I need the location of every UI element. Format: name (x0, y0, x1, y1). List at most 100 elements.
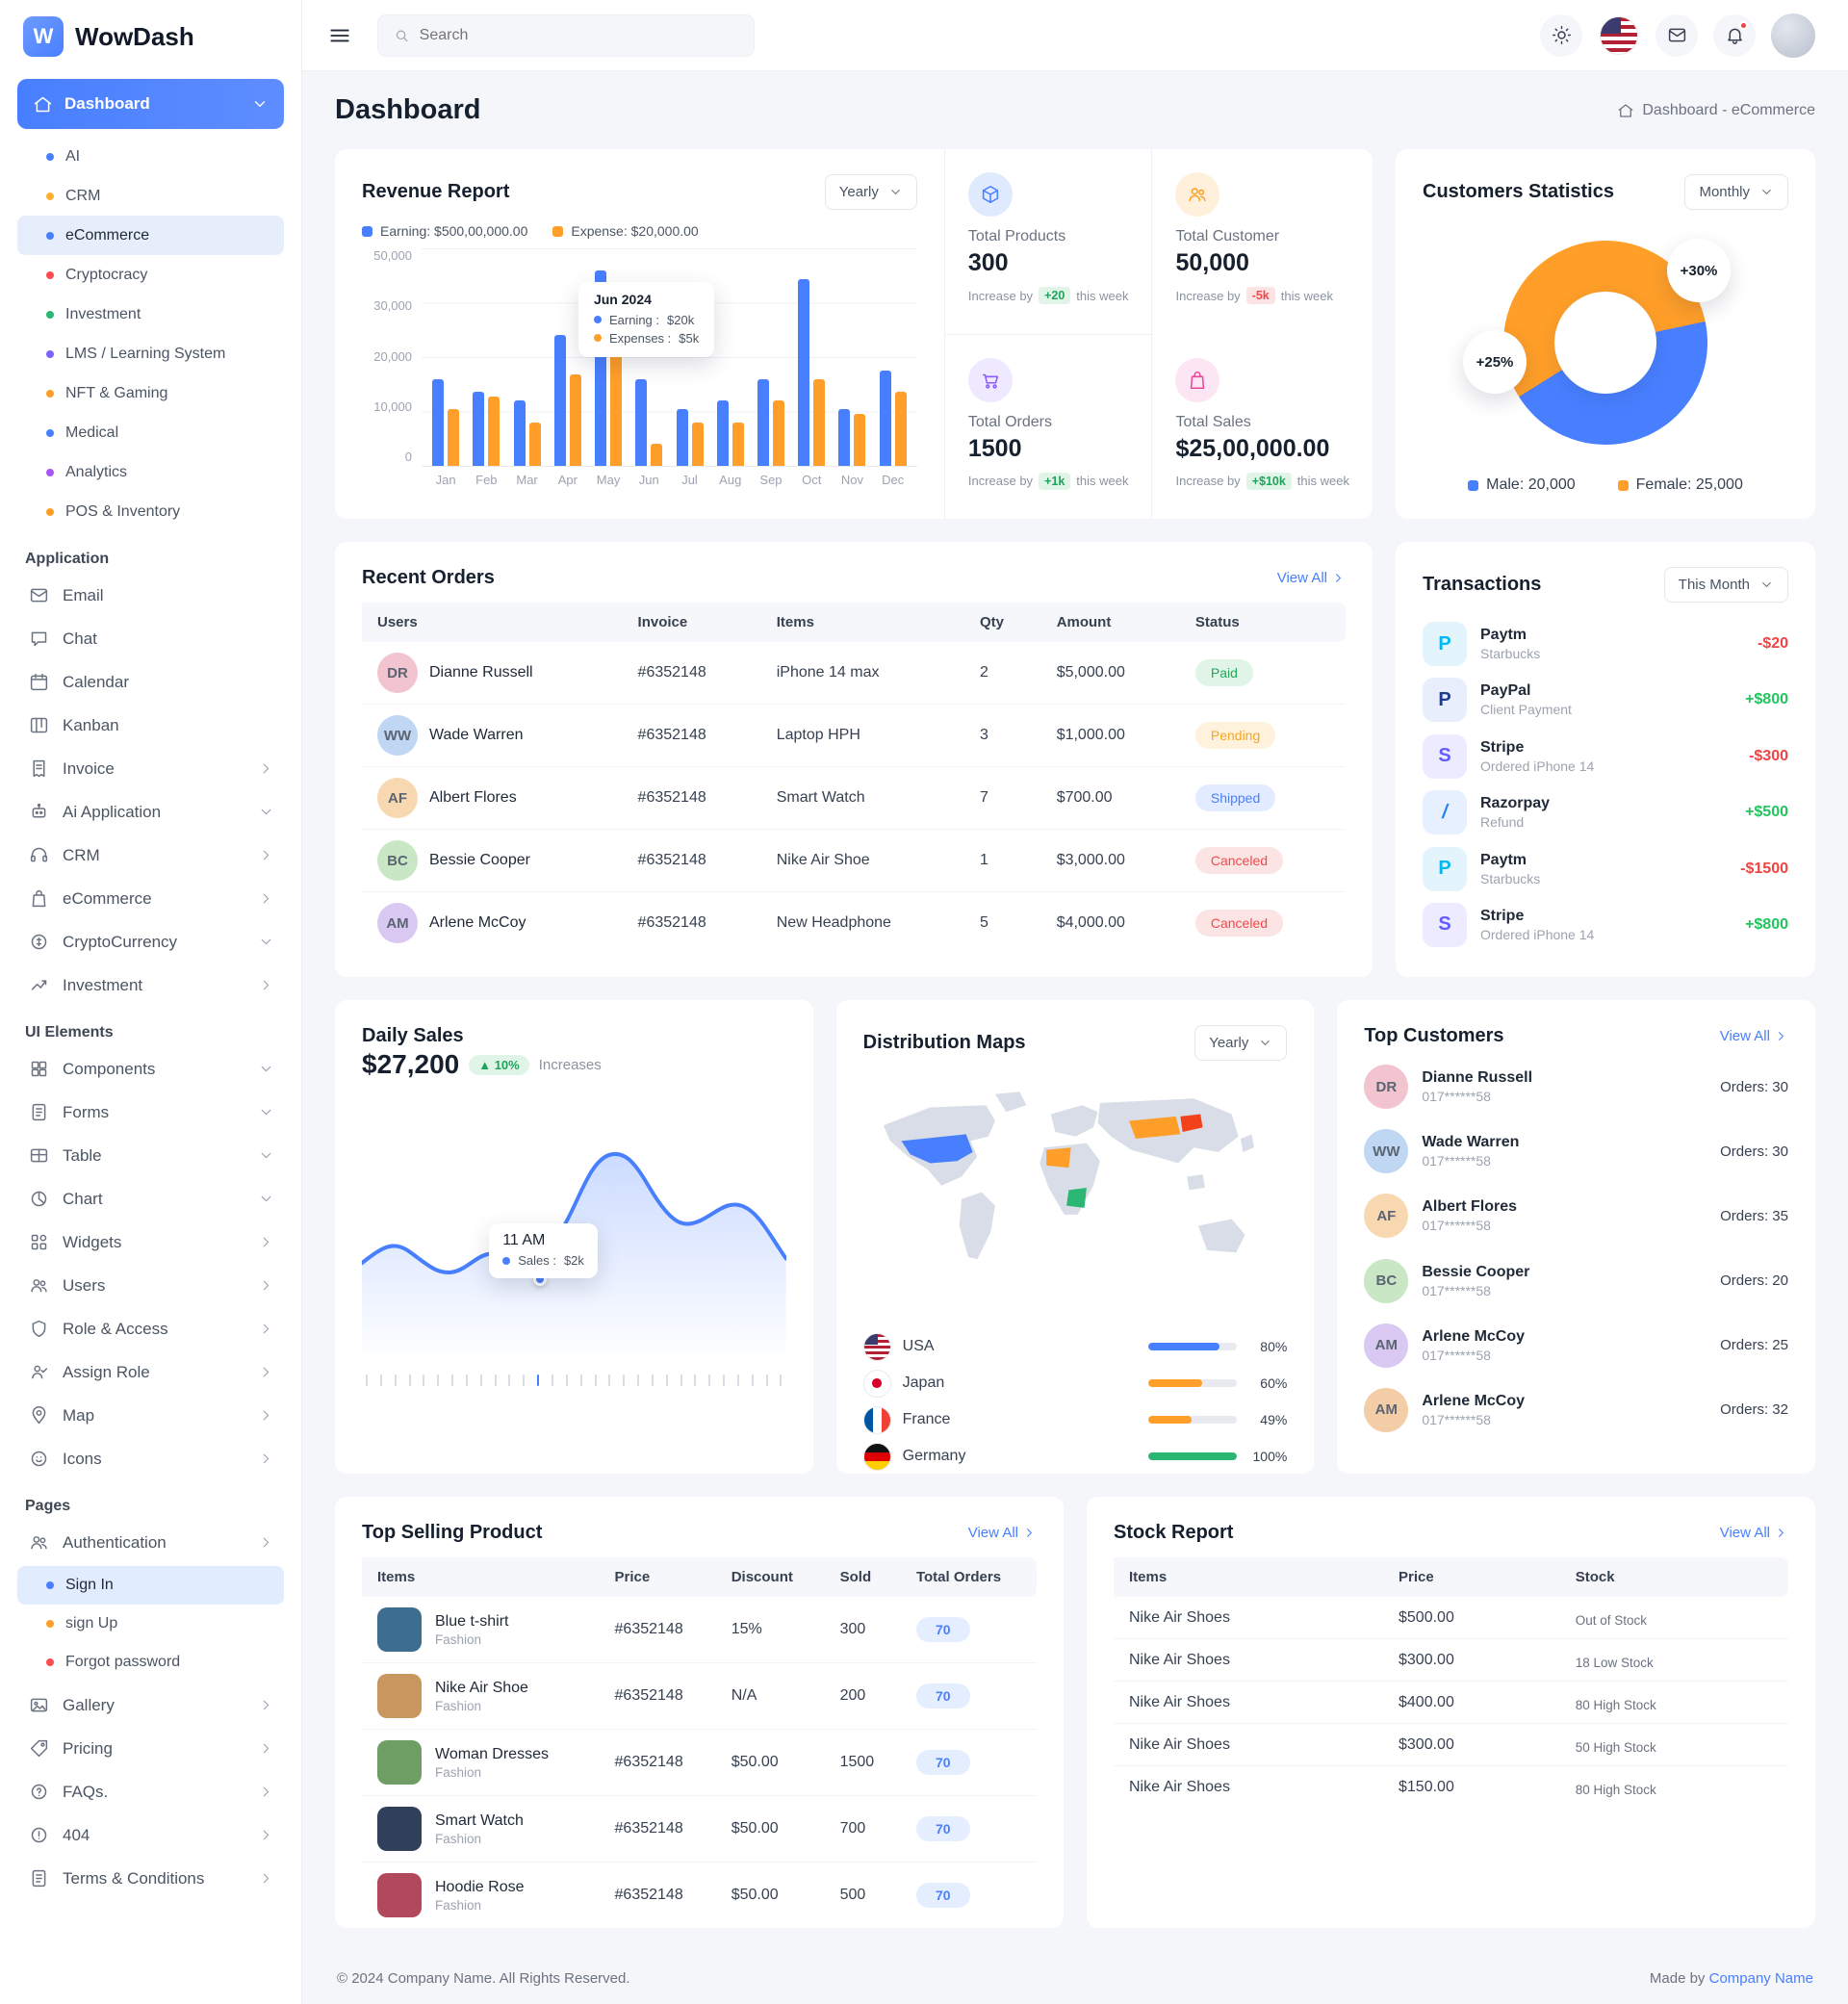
transaction-row[interactable]: P Paytm Starbucks -$1500 (1423, 846, 1788, 891)
sidebar-item[interactable]: FAQs. (17, 1770, 284, 1813)
table-row[interactable]: Nike Air Shoes $300.00 50 High Stock (1114, 1723, 1788, 1766)
profile-avatar[interactable] (1771, 13, 1815, 58)
sidebar-item[interactable]: CRM (17, 834, 284, 877)
language-button[interactable] (1598, 14, 1640, 57)
transaction-row[interactable]: / Razorpay Refund +$500 (1423, 790, 1788, 835)
sidebar-subitem[interactable]: Investment (17, 295, 284, 334)
sidebar-item[interactable]: Components (17, 1047, 284, 1091)
transactions-range-select[interactable]: This Month (1663, 567, 1788, 603)
sidebar-subitem[interactable]: Sign In (17, 1566, 284, 1605)
sidebar-subitem[interactable]: NFT & Gaming (17, 373, 284, 413)
sidebar-item[interactable]: Chart (17, 1177, 284, 1220)
sidebar-item[interactable]: Email (17, 574, 284, 617)
transaction-row[interactable]: S Stripe Ordered iPhone 14 +$800 (1423, 902, 1788, 947)
customers-range-select[interactable]: Monthly (1684, 174, 1788, 210)
sidebar-item[interactable]: Widgets (17, 1220, 284, 1264)
breadcrumb[interactable]: Dashboard - eCommerce (1617, 102, 1815, 119)
sidebar-subitem[interactable]: LMS / Learning System (17, 334, 284, 373)
company-link[interactable]: Company Name (1708, 1970, 1813, 1987)
table-row[interactable]: Nike Air Shoes $150.00 80 High Stock (1114, 1766, 1788, 1809)
customer-row[interactable]: AM Arlene McCoy 017******58 Orders: 25 (1364, 1323, 1788, 1368)
sidebar-item[interactable]: CryptoCurrency (17, 920, 284, 963)
sidebar-item[interactable]: Role & Access (17, 1307, 284, 1350)
stock-item-price: $500.00 (1383, 1597, 1560, 1639)
sidebar-subitem[interactable]: sign Up (17, 1605, 284, 1643)
sidebar-item[interactable]: Table (17, 1134, 284, 1177)
table-row[interactable]: AF Albert Flores #6352148 Smart Watch 7 $… (362, 766, 1346, 830)
table-row[interactable]: Nike Air Shoes $500.00 Out of Stock (1114, 1597, 1788, 1639)
sidebar-item[interactable]: eCommerce (17, 877, 284, 920)
notifications-button[interactable] (1713, 13, 1756, 57)
table-row[interactable]: Nike Air Shoes $400.00 80 High Stock (1114, 1681, 1788, 1724)
stat-value: 1500 (967, 434, 1022, 462)
customer-row[interactable]: WW Wade Warren 017******58 Orders: 30 (1364, 1129, 1788, 1174)
sidebar-item[interactable]: Forms (17, 1091, 284, 1134)
customer-row[interactable]: AF Albert Flores 017******58 Orders: 35 (1364, 1194, 1788, 1239)
sidebar-item-authentication[interactable]: Authentication (17, 1521, 284, 1564)
sidebar-item[interactable]: Invoice (17, 747, 284, 790)
menu-toggle-button[interactable] (327, 23, 352, 48)
sidebar-item[interactable]: Investment (17, 963, 284, 1007)
customer-row[interactable]: DR Dianne Russell 017******58 Orders: 30 (1364, 1065, 1788, 1109)
sidebar-item[interactable]: 404 (17, 1813, 284, 1857)
table-row[interactable]: Nike Air Shoe Fashion #6352148 N/A 200 7… (362, 1662, 1037, 1730)
brand-logo[interactable]: W WowDash (17, 0, 284, 73)
transaction-row[interactable]: P PayPal Client Payment +$800 (1423, 678, 1788, 723)
sidebar-item[interactable]: Terms & Conditions (17, 1857, 284, 1900)
sidebar-item[interactable]: Kanban (17, 704, 284, 747)
y-tick: 0 (404, 450, 412, 464)
sidebar-item-icon (29, 1319, 49, 1339)
stat-glyph-icon (980, 370, 1001, 391)
sidebar-item[interactable]: Users (17, 1264, 284, 1307)
mail-icon (1667, 25, 1687, 45)
payment-brand-icon: P (1423, 622, 1467, 666)
table-row[interactable]: Nike Air Shoes $300.00 18 Low Stock (1114, 1638, 1788, 1682)
sidebar-item-dashboard[interactable]: Dashboard (17, 79, 284, 129)
sidebar-item[interactable]: Calendar (17, 660, 284, 704)
sidebar-item[interactable]: Ai Application (17, 790, 284, 834)
transaction-row[interactable]: P Paytm Starbucks -$20 (1423, 622, 1788, 666)
search-input[interactable] (419, 26, 738, 44)
sidebar-subitem[interactable]: Cryptocracy (17, 255, 284, 295)
stock-report-view-all-link[interactable]: View All (1720, 1525, 1788, 1541)
table-row[interactable]: WW Wade Warren #6352148 Laptop HPH 3 $1,0… (362, 704, 1346, 767)
sidebar-subitem[interactable]: Medical (17, 413, 284, 452)
sidebar-subitem[interactable]: Analytics (17, 452, 284, 492)
world-map[interactable] (863, 1074, 1288, 1315)
chevron-icon (258, 1104, 274, 1120)
bar-expense (854, 413, 866, 466)
sidebar-item[interactable]: Icons (17, 1437, 284, 1480)
table-row[interactable]: AM Arlene McCoy #6352148 New Headphone 5 … (362, 892, 1346, 955)
table-row[interactable]: BC Bessie Cooper #6352148 Nike Air Shoe 1… (362, 829, 1346, 892)
legend-label: Earning: $500,00,000.00 (380, 223, 528, 239)
transaction-row[interactable]: S Stripe Ordered iPhone 14 -$300 (1423, 733, 1788, 779)
sidebar-subitem[interactable]: POS & Inventory (17, 492, 284, 531)
revenue-range-select[interactable]: Yearly (824, 174, 917, 210)
table-row[interactable]: Smart Watch Fashion #6352148 $50.00 700 … (362, 1795, 1037, 1863)
sidebar-item[interactable]: Assign Role (17, 1350, 284, 1394)
messages-button[interactable] (1656, 13, 1698, 57)
revenue-range-value: Yearly (838, 184, 879, 200)
top-customers-view-all-link[interactable]: View All (1720, 1028, 1788, 1044)
distribution-range-select[interactable]: Yearly (1194, 1025, 1288, 1061)
view-all-label: View All (1719, 1525, 1770, 1541)
sidebar-item-icon (29, 1189, 49, 1209)
sidebar-item[interactable]: Chat (17, 617, 284, 660)
sidebar-item[interactable]: Pricing (17, 1727, 284, 1770)
table-row[interactable]: DR Dianne Russell #6352148 iPhone 14 max … (362, 642, 1346, 705)
sidebar-subitem[interactable]: CRM (17, 176, 284, 216)
recent-orders-view-all-link[interactable]: View All (1277, 570, 1346, 586)
table-row[interactable]: Hoodie Rose Fashion #6352148 $50.00 500 … (362, 1863, 1037, 1929)
amount: $1,000.00 (1040, 704, 1180, 767)
sidebar-subitem[interactable]: eCommerce (17, 216, 284, 255)
sidebar-item[interactable]: Gallery (17, 1683, 284, 1727)
top-selling-view-all-link[interactable]: View All (968, 1525, 1037, 1541)
sidebar-subitem[interactable]: AI (17, 137, 284, 176)
table-row[interactable]: Woman Dresses Fashion #6352148 $50.00 15… (362, 1729, 1037, 1796)
sidebar-item[interactable]: Map (17, 1394, 284, 1437)
theme-toggle-button[interactable] (1540, 13, 1582, 57)
customer-row[interactable]: AM Arlene McCoy 017******58 Orders: 32 (1364, 1387, 1788, 1432)
sidebar-subitem[interactable]: Forgot password (17, 1643, 284, 1682)
table-row[interactable]: Blue t-shirt Fashion #6352148 15% 300 70 (362, 1597, 1037, 1663)
customer-row[interactable]: BC Bessie Cooper 017******58 Orders: 20 (1364, 1258, 1788, 1303)
